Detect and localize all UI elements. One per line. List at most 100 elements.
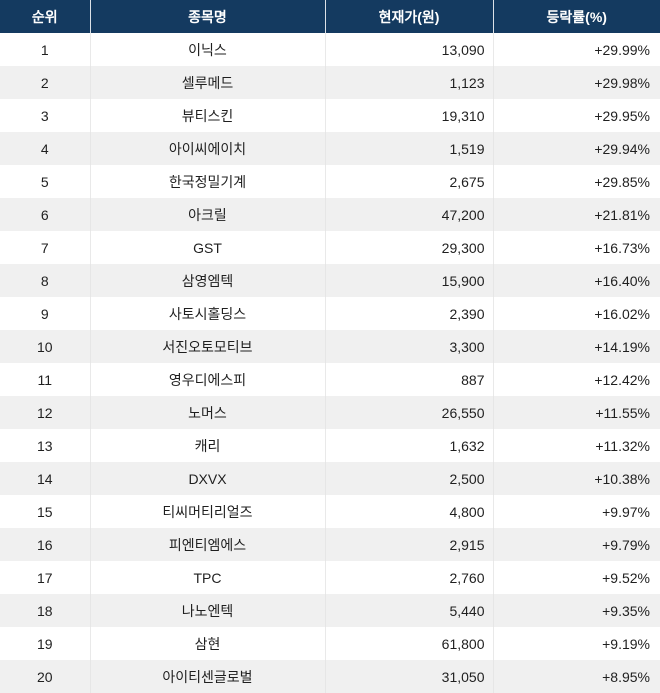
change-cell: +29.85% (492, 165, 660, 198)
rank-cell: 7 (40, 239, 49, 256)
change-cell: +11.32% (492, 429, 660, 462)
price-cell: 61,800 (324, 627, 493, 660)
price-cell: 1,632 (324, 429, 493, 462)
table-row[interactable]: 10 서진오토모티브 3,300 +14.19% (0, 330, 660, 363)
change-cell: +29.99% (492, 33, 660, 66)
stock-name-cell: 한국정밀기계 (89, 165, 325, 198)
stock-name-cell: 아크릴 (89, 198, 325, 231)
price-cell: 5,440 (324, 594, 493, 627)
stock-name-cell: 사토시홀딩스 (89, 297, 325, 330)
rank-cell: 14 (0, 462, 90, 495)
change-cell: +9.19% (492, 627, 660, 660)
price-cell: 4,800 (324, 495, 493, 528)
rank-cell: 19 (36, 635, 53, 652)
table-row[interactable]: 7 GST 29,300 +16.73% (0, 231, 660, 264)
table-row[interactable]: 15 티씨머티리얼즈 4,800 +9.97% (0, 495, 660, 528)
change-cell: +11.55% (492, 396, 660, 429)
change-cell: +12.42% (492, 363, 660, 396)
table-row[interactable]: 13 캐리 1,632 +11.32% (0, 429, 660, 462)
col-header-change: 등락률(%) (492, 0, 660, 33)
table-row[interactable]: 17 TPC 2,760 +9.52% (0, 561, 660, 594)
price-cell: 2,500 (324, 462, 493, 495)
price-cell: 26,550 (324, 396, 493, 429)
table-body: 1 이닉스 13,090 +29.99% 2 셀루메드 1,123 +29.98… (0, 33, 660, 693)
price-cell: 15,900 (324, 264, 493, 297)
col-header-name: 종목명 (89, 0, 325, 33)
table-row[interactable]: 8 삼영엠텍 15,900 +16.40% (0, 264, 660, 297)
stock-name-cell: GST (89, 231, 325, 264)
table-row[interactable]: 18 나노엔텍 5,440 +9.35% (0, 594, 660, 627)
table-row[interactable]: 1 이닉스 13,090 +29.99% (0, 33, 660, 66)
stock-name-cell: 노머스 (89, 396, 325, 429)
stock-name-cell: 영우디에스피 (89, 363, 325, 396)
stock-name-cell: 이닉스 (89, 33, 325, 66)
rank-cell: 2 (0, 66, 90, 99)
change-cell: +10.38% (492, 462, 660, 495)
price-cell: 47,200 (324, 198, 493, 231)
stock-name-cell: 티씨머티리얼즈 (89, 495, 325, 528)
stock-name-cell: 피엔티엠에스 (89, 528, 325, 561)
stock-name-cell: 뷰티스킨 (89, 99, 325, 132)
change-cell: +9.35% (492, 594, 660, 627)
change-cell: +29.95% (492, 99, 660, 132)
stock-name-cell: 아이티센글로벌 (89, 660, 325, 693)
table-row[interactable]: 9 사토시홀딩스 2,390 +16.02% (0, 297, 660, 330)
price-cell: 1,519 (324, 132, 493, 165)
rank-cell: 8 (0, 264, 90, 297)
stock-name-cell: 아이씨에이치 (89, 132, 325, 165)
change-cell: +16.02% (492, 297, 660, 330)
table-header: 순위 종목명 현재가(원) 등락률(%) (0, 0, 660, 33)
rank-cell: 5 (40, 173, 49, 190)
stock-name-cell: 삼현 (89, 627, 325, 660)
rank-cell: 4 (0, 132, 90, 165)
table-row[interactable]: 6 아크릴 47,200 +21.81% (0, 198, 660, 231)
price-cell: 887 (324, 363, 493, 396)
change-cell: +16.73% (492, 231, 660, 264)
price-cell: 2,390 (324, 297, 493, 330)
change-cell: +16.40% (492, 264, 660, 297)
stock-name-cell: DXVX (89, 462, 325, 495)
rank-cell: 11 (37, 371, 53, 388)
rank-cell: 12 (0, 396, 90, 429)
rank-cell: 6 (0, 198, 90, 231)
rank-cell: 20 (0, 660, 90, 693)
rank-cell: 16 (0, 528, 90, 561)
change-cell: +21.81% (492, 198, 660, 231)
rank-cell: 17 (36, 569, 53, 586)
stock-name-cell: 셀루메드 (89, 66, 325, 99)
table-row[interactable]: 16 피엔티엠에스 2,915 +9.79% (0, 528, 660, 561)
price-cell: 2,675 (324, 165, 493, 198)
price-cell: 3,300 (324, 330, 493, 363)
rank-cell: 10 (0, 330, 90, 363)
change-cell: +9.79% (492, 528, 660, 561)
table-row[interactable]: 2 셀루메드 1,123 +29.98% (0, 66, 660, 99)
table-row[interactable]: 5 한국정밀기계 2,675 +29.85% (0, 165, 660, 198)
stock-name-cell: TPC (89, 561, 325, 594)
table-row[interactable]: 4 아이씨에이치 1,519 +29.94% (0, 132, 660, 165)
price-cell: 1,123 (324, 66, 493, 99)
rank-cell: 13 (36, 437, 53, 454)
stock-name-cell: 삼영엠텍 (89, 264, 325, 297)
col-header-price: 현재가(원) (324, 0, 493, 33)
table-row[interactable]: 3 뷰티스킨 19,310 +29.95% (0, 99, 660, 132)
change-cell: +29.98% (492, 66, 660, 99)
table-row[interactable]: 19 삼현 61,800 +9.19% (0, 627, 660, 660)
change-cell: +29.94% (492, 132, 660, 165)
rank-cell: 1 (40, 41, 49, 58)
table-row[interactable]: 11 영우디에스피 887 +12.42% (0, 363, 660, 396)
rank-cell: 3 (40, 107, 49, 124)
change-cell: +9.52% (492, 561, 660, 594)
rank-cell: 15 (36, 503, 53, 520)
col-header-rank: 순위 (0, 0, 90, 33)
stock-name-cell: 나노엔텍 (89, 594, 325, 627)
table-row[interactable]: 12 노머스 26,550 +11.55% (0, 396, 660, 429)
price-cell: 31,050 (324, 660, 493, 693)
price-cell: 2,760 (324, 561, 493, 594)
table-row[interactable]: 20 아이티센글로벌 31,050 +8.95% (0, 660, 660, 693)
change-cell: +9.97% (492, 495, 660, 528)
price-cell: 13,090 (324, 33, 493, 66)
table-row[interactable]: 14 DXVX 2,500 +10.38% (0, 462, 660, 495)
change-cell: +8.95% (492, 660, 660, 693)
